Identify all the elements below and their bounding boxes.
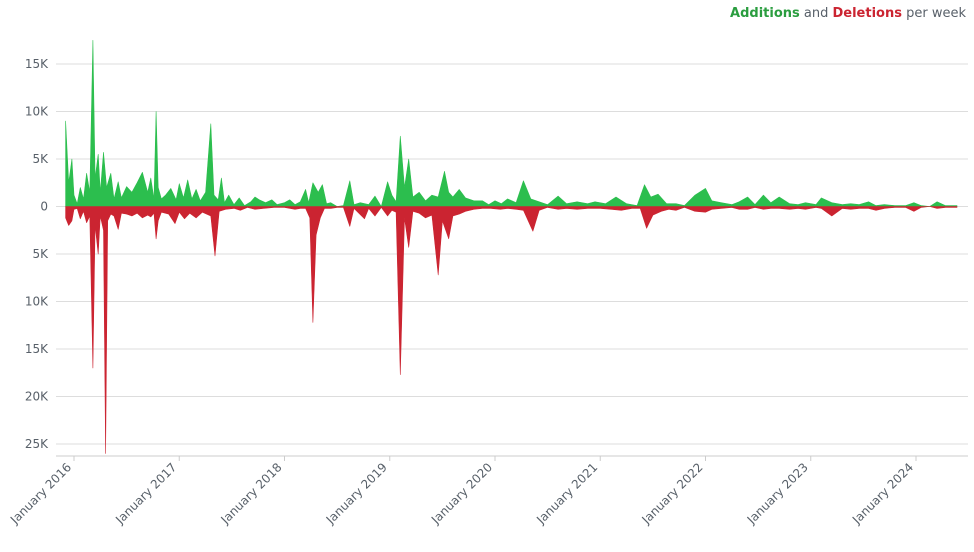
- x-tick-label: January 2022: [639, 460, 706, 527]
- x-tick-label: January 2023: [744, 460, 811, 527]
- y-tick-label: 10K: [25, 295, 49, 309]
- axis-layer: 15K 10K 5K 0 5K 10K 15K 20K 25K January 2016 Janua…: [7, 57, 968, 527]
- y-tick-label: 15K: [25, 57, 49, 71]
- x-tick-label: January 2024: [849, 460, 916, 527]
- y-tick-label: 5K: [32, 152, 49, 166]
- legend-additions-label: Additions: [730, 6, 800, 21]
- chart-legend: Additions and Deletions per week: [730, 6, 966, 21]
- legend-suffix-text: per week: [901, 6, 966, 21]
- series-area-additions: [65, 40, 958, 207]
- y-tick-label: 15K: [25, 342, 49, 356]
- x-tick-label: January 2021: [533, 460, 600, 527]
- x-tick-label: January 2016: [7, 460, 74, 527]
- y-tick-label: 0: [40, 200, 48, 214]
- series-area-deletions: [65, 206, 958, 454]
- y-tick-label: 20K: [25, 390, 49, 404]
- legend-deletions-label: Deletions: [832, 6, 902, 21]
- y-tick-label: 25K: [25, 437, 49, 451]
- x-tick-label: January 2017: [112, 460, 179, 527]
- legend-and-text: and: [799, 6, 833, 21]
- y-tick-label: 10K: [25, 105, 49, 119]
- grid-lines: [56, 63, 968, 445]
- x-tick-label: January 2020: [428, 460, 495, 527]
- x-tick-label: January 2018: [218, 460, 285, 527]
- y-tick-label: 5K: [32, 247, 49, 261]
- x-tick-label: January 2019: [323, 460, 390, 527]
- area-series-layer: [65, 40, 958, 454]
